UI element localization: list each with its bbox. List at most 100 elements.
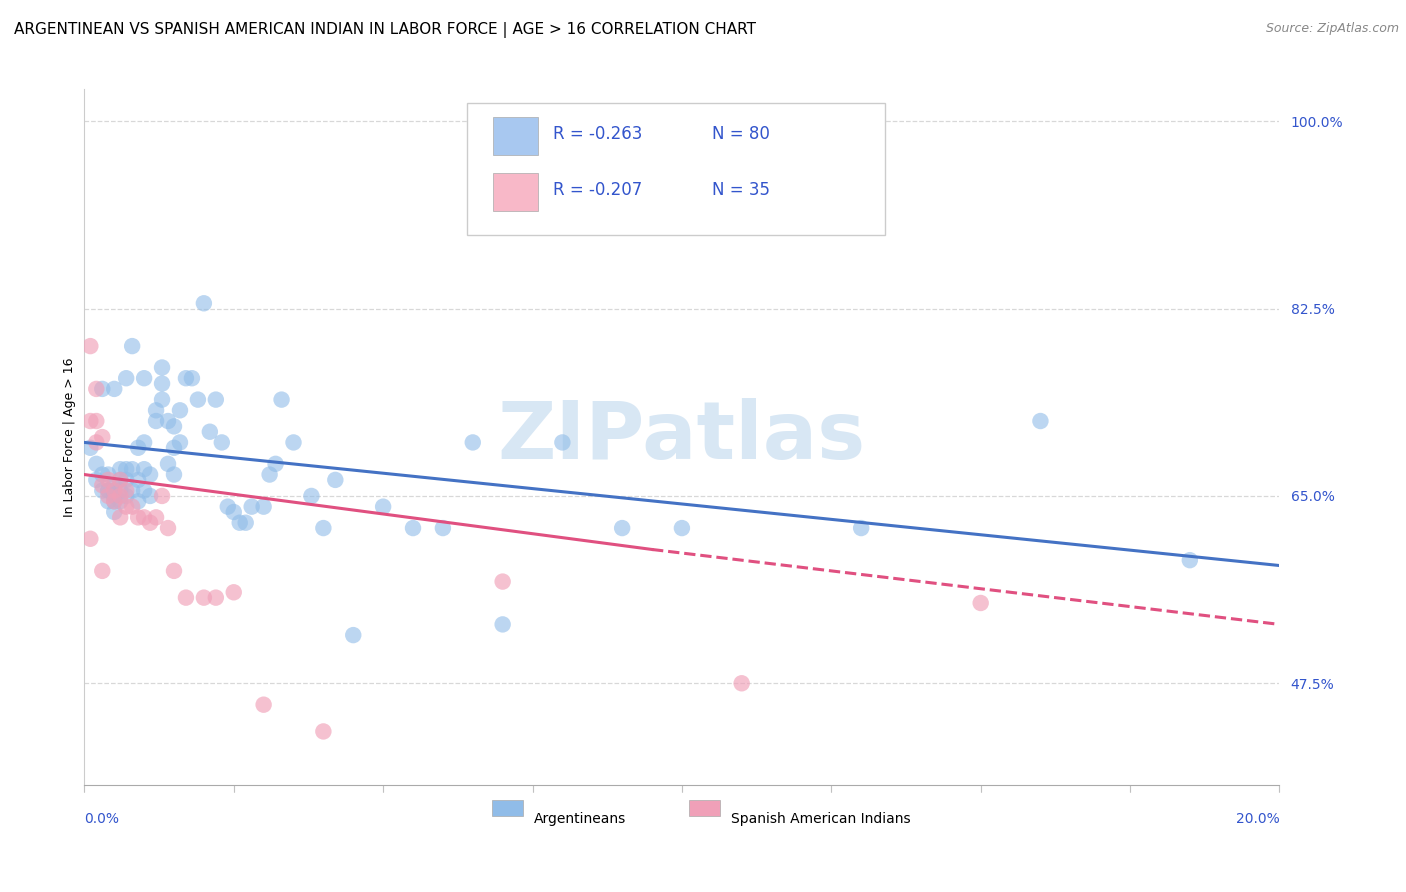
Bar [494, 173, 538, 211]
Point [103, 505, 125, 519]
Point [205, 392, 228, 407]
Point [115, 473, 138, 487]
Point [97, 494, 120, 508]
Point [145, 414, 167, 428]
Point [150, 392, 173, 407]
Point [86, 414, 108, 428]
Point [970, 596, 993, 610]
Point [157, 414, 180, 428]
Point [103, 382, 125, 396]
Point [145, 510, 167, 524]
FancyBboxPatch shape [467, 103, 886, 235]
Point [217, 500, 239, 514]
Point [1029, 414, 1052, 428]
Text: ZIPatlas: ZIPatlas [498, 398, 866, 476]
Point [157, 521, 180, 535]
Point [110, 483, 132, 498]
Point [127, 441, 149, 455]
Point [115, 462, 138, 476]
Point [132, 483, 156, 498]
Point [150, 360, 173, 375]
Point [205, 591, 228, 605]
Point [169, 435, 191, 450]
Point [79, 414, 101, 428]
Point [228, 516, 252, 530]
Point [139, 467, 162, 482]
Point [86, 435, 108, 450]
Point [91, 382, 114, 396]
Point [163, 419, 186, 434]
Point [259, 467, 281, 482]
Point [115, 489, 138, 503]
Point [731, 676, 754, 690]
Point [193, 296, 215, 310]
Point [110, 473, 132, 487]
Point [91, 430, 114, 444]
Point [187, 392, 209, 407]
Point [301, 489, 323, 503]
Point [110, 462, 132, 476]
Point [461, 435, 484, 450]
Point [150, 376, 173, 391]
Point [121, 500, 143, 514]
Point [79, 441, 101, 455]
Point [110, 510, 132, 524]
Point [91, 478, 114, 492]
Point [402, 521, 425, 535]
Point [174, 371, 197, 385]
Text: Spanish American Indians: Spanish American Indians [731, 812, 911, 826]
Bar [494, 117, 538, 155]
Point [163, 564, 186, 578]
Text: Source: ZipAtlas.com: Source: ZipAtlas.com [1265, 22, 1399, 36]
Point [323, 473, 347, 487]
Point [283, 435, 305, 450]
Point [1178, 553, 1201, 567]
Point [264, 457, 287, 471]
Point [139, 489, 162, 503]
Point [121, 483, 143, 498]
Point [132, 371, 156, 385]
Point [97, 489, 120, 503]
Point [132, 510, 156, 524]
Point [127, 494, 149, 508]
Point [97, 473, 120, 487]
Point [150, 489, 173, 503]
Point [432, 521, 454, 535]
Point [127, 510, 149, 524]
Point [79, 339, 101, 353]
Point [103, 494, 125, 508]
Text: Argentineans: Argentineans [534, 812, 627, 826]
Point [127, 473, 149, 487]
Point [103, 483, 125, 498]
Point [110, 473, 132, 487]
Point [180, 371, 202, 385]
Point [121, 462, 143, 476]
Point [145, 403, 167, 417]
Text: ARGENTINEAN VS SPANISH AMERICAN INDIAN IN LABOR FORCE | AGE > 16 CORRELATION CHA: ARGENTINEAN VS SPANISH AMERICAN INDIAN I… [14, 22, 756, 38]
Point [211, 435, 233, 450]
Text: 20.0%: 20.0% [1236, 812, 1279, 826]
Point [492, 617, 515, 632]
Point [91, 564, 114, 578]
Point [222, 585, 245, 599]
Point [97, 483, 120, 498]
Point [169, 403, 191, 417]
Point [270, 392, 292, 407]
Point [222, 505, 245, 519]
Point [253, 500, 276, 514]
Point [132, 435, 156, 450]
Point [115, 371, 138, 385]
Text: R = -0.207: R = -0.207 [553, 181, 643, 199]
Point [103, 494, 125, 508]
Point [91, 483, 114, 498]
Point [551, 435, 574, 450]
Point [342, 628, 364, 642]
Point [193, 591, 215, 605]
Point [240, 500, 263, 514]
Point [110, 489, 132, 503]
Point [163, 441, 186, 455]
Y-axis label: In Labor Force | Age > 16: In Labor Force | Age > 16 [63, 358, 76, 516]
Point [79, 532, 101, 546]
Point [97, 483, 120, 498]
Point [115, 483, 138, 498]
